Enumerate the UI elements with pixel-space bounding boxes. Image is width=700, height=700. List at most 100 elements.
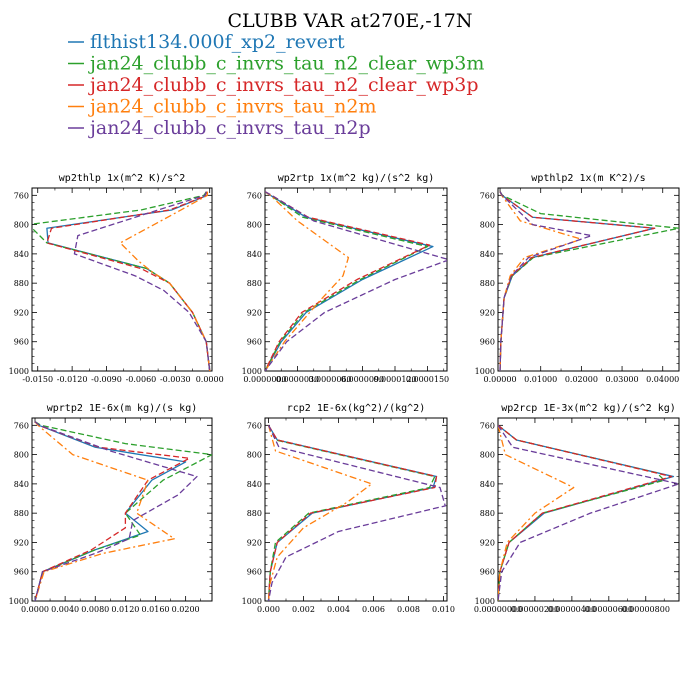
- series-line: [34, 421, 212, 601]
- y-tick-label: 960: [480, 568, 495, 577]
- y-tick-label: 1000: [475, 597, 495, 606]
- x-tick-label: 0.008: [397, 605, 420, 614]
- series-line: [265, 191, 447, 371]
- y-tick-label: 840: [480, 250, 495, 259]
- panel: wp2rtp 1x(m^2 kg)/(s^2 kg) 760 800 840 880 92…: [242, 173, 449, 384]
- y-tick-label: 1000: [9, 597, 29, 606]
- panel-title: wp2thlp 1x(m^2 K)/s^2: [59, 173, 185, 184]
- series-line: [265, 191, 429, 371]
- series-line: [267, 425, 373, 601]
- x-tick-label: 0.0000090: [341, 375, 384, 384]
- x-tick-label: 0.02000: [565, 375, 598, 384]
- y-tick-label: 880: [480, 279, 495, 288]
- y-tick-label: 800: [480, 451, 495, 460]
- legend-entry: jan24_clubb_c_invrs_tau_n2_clear_wp3p: [68, 74, 479, 96]
- legend-label: jan24_clubb_c_invrs_tau_n2_clear_wp3m: [88, 53, 484, 75]
- x-tick-label: 0.004: [327, 605, 350, 614]
- y-tick-label: 840: [14, 480, 29, 489]
- x-tick-label: 0.0000120: [373, 375, 416, 384]
- y-tick-label: 760: [14, 191, 29, 200]
- y-tick-label: 1000: [9, 367, 29, 376]
- series-line: [267, 425, 446, 601]
- series-line: [499, 191, 593, 371]
- y-tick-label: 840: [14, 250, 29, 259]
- legend-entry: jan24_clubb_c_invrs_tau_n2_clear_wp3m: [68, 53, 484, 75]
- legend: flthist134.000f_xp2_revertjan24_clubb_c_…: [68, 31, 484, 139]
- series-line: [73, 191, 211, 371]
- x-tick-label: 0.00000600: [585, 605, 633, 614]
- y-tick-label: 920: [247, 538, 262, 547]
- legend-label: flthist134.000f_xp2_revert: [90, 31, 345, 53]
- series-line: [34, 421, 198, 601]
- legend-entry: flthist134.000f_xp2_revert: [68, 31, 345, 53]
- panel: wpthlp2 1x(m K^2)/s 760 800 840 880 920 960 100…: [475, 173, 680, 384]
- y-tick-label: 960: [247, 568, 262, 577]
- y-tick-label: 840: [247, 480, 262, 489]
- series-line: [119, 191, 211, 371]
- y-tick-label: 1000: [242, 597, 262, 606]
- x-tick-label: 0.0000000: [243, 375, 286, 384]
- panel-title: wp2rcp 1E-3x(m^2 kg)/(s^2 kg): [501, 403, 676, 414]
- x-tick-label: 0.010: [432, 605, 455, 614]
- series-line: [265, 191, 350, 371]
- y-tick-label: 880: [247, 509, 262, 518]
- panel: wp2thlp 1x(m^2 K)/s^2 760 800 840 880 920 960 1…: [9, 173, 224, 384]
- plot-frame: [497, 187, 680, 372]
- y-tick-label: 760: [480, 191, 495, 200]
- series-line: [499, 191, 656, 371]
- x-tick-label: 0.0120: [111, 605, 139, 614]
- x-tick-label: 0.000: [257, 605, 280, 614]
- panel-title: wpthlp2 1x(m K^2)/s: [531, 173, 645, 184]
- x-tick-label: 0.0000060: [308, 375, 351, 384]
- x-tick-label: 0.0000150: [406, 375, 449, 384]
- y-tick-label: 760: [480, 421, 495, 430]
- series-line: [498, 424, 673, 601]
- series-line: [498, 425, 575, 601]
- x-tick-label: 0.00000200: [511, 605, 559, 614]
- legend-entry: jan24_clubb_c_invrs_tau_n2m: [68, 96, 376, 118]
- panel-title: wp2rtp 1x(m^2 kg)/(s^2 kg): [278, 173, 435, 184]
- y-tick-label: 880: [480, 509, 495, 518]
- y-tick-label: 760: [14, 421, 29, 430]
- y-tick-label: 840: [247, 250, 262, 259]
- y-tick-label: 880: [14, 509, 29, 518]
- x-tick-label: 0.00000: [483, 375, 516, 384]
- plot-frame: [264, 187, 448, 372]
- x-tick-label: 0.006: [362, 605, 385, 614]
- y-tick-label: 960: [14, 338, 29, 347]
- x-tick-label: -0.0120: [57, 375, 88, 384]
- x-tick-label: 0.00000000: [474, 605, 522, 614]
- y-tick-label: 960: [480, 338, 495, 347]
- figure-title: CLUBB VAR at270E,-17N: [228, 10, 473, 32]
- series-line: [34, 421, 175, 601]
- y-tick-label: 1000: [475, 367, 495, 376]
- x-tick-label: 0.0200: [172, 605, 200, 614]
- x-tick-label: -0.0060: [126, 375, 157, 384]
- series-line: [267, 424, 438, 601]
- panel-grid: wp2thlp 1x(m^2 K)/s^2 760 800 840 880 920 960 1…: [9, 173, 680, 614]
- plot-frame: [497, 417, 680, 602]
- y-tick-label: 960: [247, 338, 262, 347]
- x-tick-label: 0.002: [292, 605, 315, 614]
- x-tick-label: 0.01000: [524, 375, 557, 384]
- x-tick-label: 0.00000800: [622, 605, 670, 614]
- y-tick-label: 920: [14, 538, 29, 547]
- x-tick-label: 0.0080: [81, 605, 109, 614]
- y-tick-label: 1000: [242, 367, 262, 376]
- y-tick-label: 800: [480, 221, 495, 230]
- y-tick-label: 800: [247, 451, 262, 460]
- legend-label: jan24_clubb_c_invrs_tau_n2p: [88, 117, 371, 139]
- y-tick-label: 880: [247, 279, 262, 288]
- legend-entry: jan24_clubb_c_invrs_tau_n2p: [68, 117, 371, 139]
- series-line: [267, 425, 436, 601]
- y-tick-label: 920: [247, 308, 262, 317]
- y-tick-label: 920: [14, 308, 29, 317]
- x-tick-label: 0.0000: [21, 605, 49, 614]
- y-tick-label: 920: [480, 308, 495, 317]
- x-tick-label: 0.0000: [196, 375, 224, 384]
- x-tick-label: 0.04000: [646, 375, 679, 384]
- x-tick-label: -0.0030: [160, 375, 191, 384]
- x-tick-label: -0.0090: [91, 375, 122, 384]
